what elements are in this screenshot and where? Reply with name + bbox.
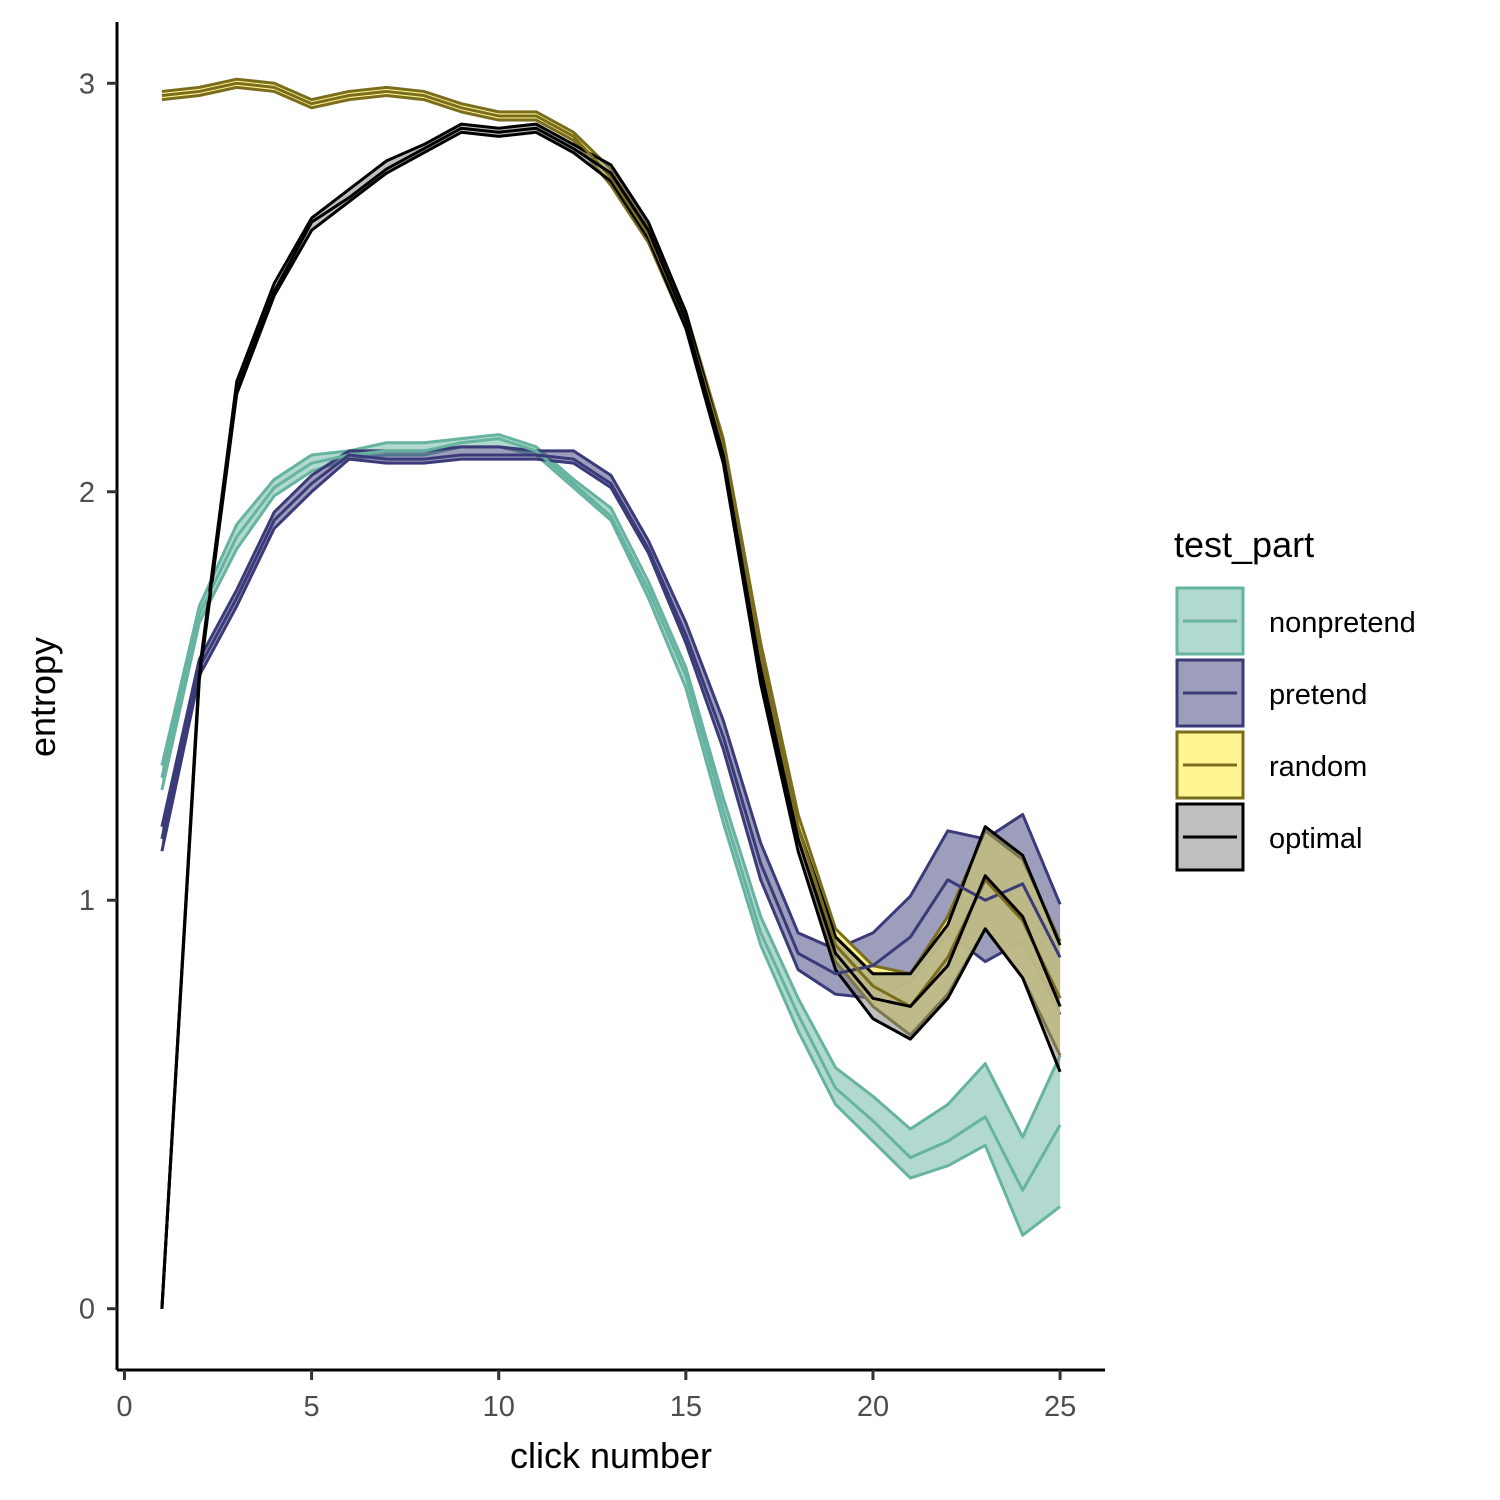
ribbon-upper-optimal — [160, 122, 1062, 1309]
series-line-nonpretend — [160, 437, 1062, 1192]
ribbon-nonpretend — [161, 434, 1061, 1236]
legend-item-optimal: optimal — [1175, 802, 1363, 872]
y-tick-label: 0 — [79, 1294, 95, 1326]
legend-label-optimal: optimal — [1269, 823, 1363, 855]
ribbon-layer — [160, 77, 1062, 1309]
y-axis-title: entropy — [22, 637, 63, 757]
ribbon-upper-nonpretend — [160, 433, 1062, 1139]
legend: nonpretend pretend random optimal — [1175, 586, 1416, 872]
x-tick-label: 0 — [116, 1391, 132, 1423]
legend-item-pretend: pretend — [1175, 658, 1367, 728]
y-tick-label: 1 — [79, 885, 95, 917]
x-axis-title: click number — [510, 1435, 712, 1476]
legend-title: test_part — [1174, 524, 1314, 565]
ribbon-lower-optimal — [160, 130, 1062, 1309]
y-tick-label: 3 — [79, 68, 95, 100]
axes-layer: 0 5 10 15 20 25 0 1 2 3 — [79, 22, 1105, 1423]
ribbon-pretend — [161, 446, 1061, 1015]
legend-item-nonpretend: nonpretend — [1175, 586, 1416, 656]
ribbon-lower-nonpretend — [160, 445, 1062, 1237]
x-tick-label: 15 — [670, 1391, 702, 1423]
legend-label-pretend: pretend — [1269, 679, 1367, 711]
y-tick-label: 2 — [79, 477, 95, 509]
series-line-pretend — [160, 453, 1062, 976]
series-line-optimal — [160, 126, 1062, 1309]
x-tick-label: 10 — [483, 1391, 515, 1423]
legend-label-nonpretend: nonpretend — [1269, 607, 1416, 639]
ribbon-upper-pretend — [160, 445, 1062, 951]
legend-label-random: random — [1269, 751, 1367, 783]
x-tick-label: 25 — [1044, 1391, 1076, 1423]
legend-item-random: random — [1175, 730, 1367, 800]
ribbon-upper-random — [161, 77, 1062, 976]
x-tick-label: 20 — [857, 1391, 889, 1423]
line-layer — [160, 81, 1062, 1309]
x-tick-label: 5 — [304, 1391, 320, 1423]
